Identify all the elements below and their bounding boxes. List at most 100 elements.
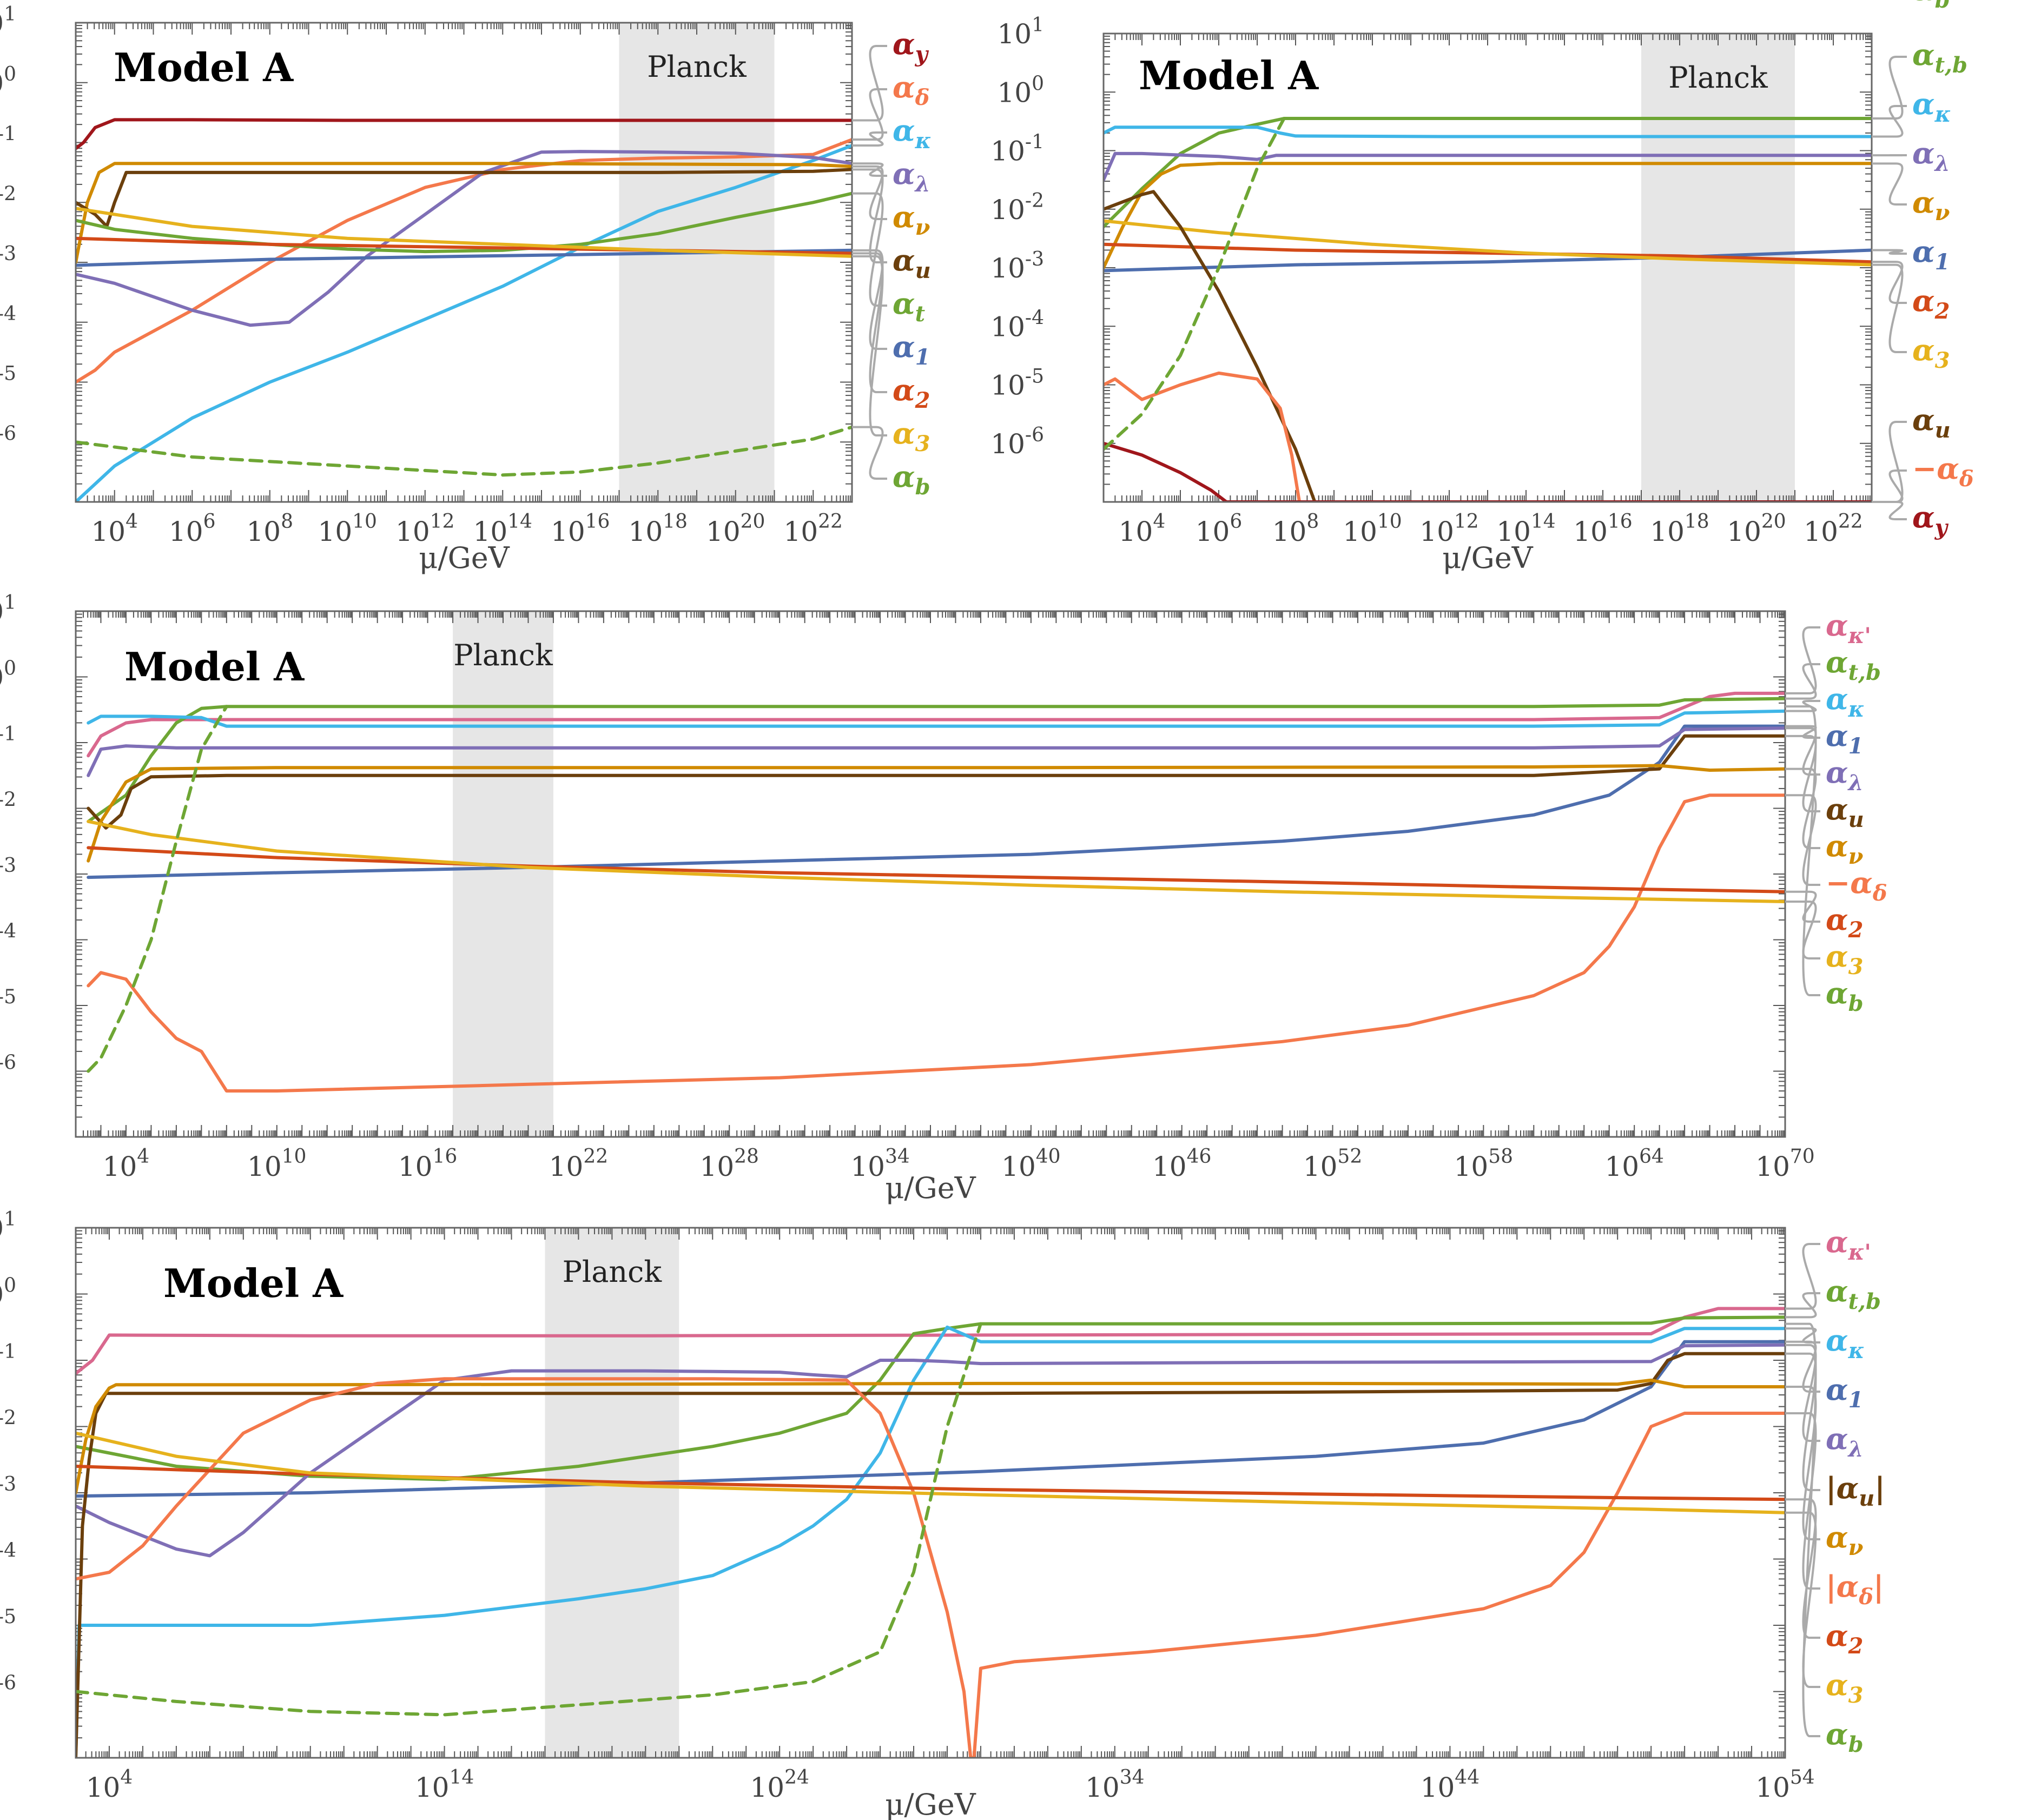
planck-label: Planck <box>563 1255 663 1289</box>
y-tick-label: 10-4 <box>990 307 1044 342</box>
legend-entry: αt,b <box>1826 1274 1881 1314</box>
legend-leader <box>1785 727 1820 776</box>
legend-leader <box>1872 421 1907 503</box>
legend-leader <box>1872 105 1907 138</box>
legend-leader <box>1785 901 1820 959</box>
legend-entry: αδ <box>893 70 929 110</box>
legend-leader <box>1872 162 1907 206</box>
legend-leader <box>1785 767 1820 849</box>
x-tick-label: 104 <box>91 511 138 547</box>
legend-leader <box>1785 1292 1820 1319</box>
y-tick-label: 10-4 <box>0 303 16 339</box>
legend-entry: αλ <box>1826 1421 1864 1462</box>
planck-label: Planck <box>1668 61 1768 95</box>
y-tick-label: 10-3 <box>0 855 16 890</box>
y-tick-label: 10-3 <box>0 1473 16 1509</box>
x-tick-label: 1018 <box>629 511 688 547</box>
legend-entry: α2 <box>893 373 930 413</box>
x-tick-label: 1064 <box>1604 1146 1663 1182</box>
legend-entry: α1 <box>1826 1372 1863 1413</box>
y-tick-label: 10-1 <box>0 1341 16 1376</box>
legend-entry: αλ <box>893 156 930 197</box>
x-tick-label: 1070 <box>1755 1146 1814 1182</box>
x-tick-label: 1044 <box>1421 1766 1480 1803</box>
series-line <box>76 425 852 477</box>
legend-leader <box>1785 1412 1820 1590</box>
legend-leader <box>1872 263 1907 353</box>
x-tick-label: 1016 <box>1573 511 1632 547</box>
series-line <box>76 162 852 264</box>
y-tick-label: 101 <box>997 14 1044 50</box>
x-tick-label: 1018 <box>1650 511 1709 547</box>
series-line <box>1104 219 1872 267</box>
x-tick-label: 1028 <box>700 1146 759 1182</box>
series-line <box>76 168 852 228</box>
legend-leader <box>1785 1344 1820 1442</box>
x-tick-label: 1046 <box>1152 1146 1211 1182</box>
legend-entry: ακ <box>1826 1323 1865 1364</box>
y-tick-label: 101 <box>0 1208 16 1244</box>
legend-leader <box>852 168 887 263</box>
series-line <box>76 1378 1785 1494</box>
legend-entry: α3 <box>1826 1667 1863 1708</box>
series-line <box>87 691 1785 758</box>
x-tick-label: 108 <box>1272 511 1319 547</box>
legend-leader <box>1872 249 1907 255</box>
y-tick-label: 10-5 <box>0 986 16 1022</box>
legend-entry: ακ' <box>1826 608 1871 648</box>
legend-entry: ακ <box>1826 681 1865 722</box>
legend-entry: −αδ <box>1826 865 1887 906</box>
planck-band <box>1641 34 1795 502</box>
panel-title: Model A <box>163 1260 344 1306</box>
legend-entry: αu <box>1912 402 1951 443</box>
series-line <box>1104 248 1872 273</box>
legend-leader <box>852 131 887 147</box>
legend-entry: −αδ <box>1912 451 1974 492</box>
series-line <box>76 191 852 254</box>
legend-leader <box>852 88 887 141</box>
legend-entry: αλ <box>1912 136 1950 176</box>
x-tick-label: 1020 <box>706 511 765 547</box>
series-line <box>1104 117 1286 451</box>
legend-leader <box>852 45 887 122</box>
series-line <box>1104 371 1302 502</box>
y-tick-label: 10-5 <box>0 1606 16 1642</box>
series-line <box>1104 190 1872 502</box>
x-axis-label: μ/GeV <box>885 1788 976 1820</box>
x-tick-label: 1020 <box>1727 511 1786 547</box>
plot-frame <box>75 610 1786 1138</box>
legend-leader <box>1785 626 1820 694</box>
legend-leader <box>1785 1511 1820 1688</box>
x-tick-label: 106 <box>1196 511 1243 547</box>
x-tick-label: 1040 <box>1001 1146 1060 1182</box>
y-tick-label: 10-4 <box>0 1540 16 1576</box>
legend-entry: αy <box>1912 500 1949 540</box>
y-tick-label: 10-3 <box>990 248 1044 284</box>
series-line <box>76 1307 1785 1375</box>
legend-entry: αt,b <box>1912 37 1967 78</box>
series-line <box>87 705 228 1073</box>
legend-leader <box>1785 663 1820 700</box>
x-tick-label: 1010 <box>247 1146 306 1182</box>
series-line <box>87 697 1785 823</box>
y-tick-label: 10-2 <box>0 789 16 825</box>
y-tick-label: 10-6 <box>0 1672 16 1708</box>
planck-label: Planck <box>453 638 553 672</box>
series-line <box>76 207 852 258</box>
x-tick-label: 1024 <box>750 1766 809 1803</box>
legend-entry: αt <box>893 286 926 327</box>
planck-band <box>619 23 775 502</box>
x-tick-label: 1022 <box>784 511 843 547</box>
legend-entry: |αu| <box>1826 1471 1885 1511</box>
legend-leader <box>1785 705 1820 996</box>
legend-entry: ακ <box>893 113 932 154</box>
panel-title: Model A <box>114 44 294 90</box>
legend-leader <box>1785 734 1820 812</box>
x-tick-label: 1016 <box>551 511 610 547</box>
series-line <box>87 724 1785 879</box>
x-tick-label: 1052 <box>1303 1146 1362 1182</box>
series-line <box>76 138 852 384</box>
y-tick-label: 10-5 <box>0 363 16 399</box>
